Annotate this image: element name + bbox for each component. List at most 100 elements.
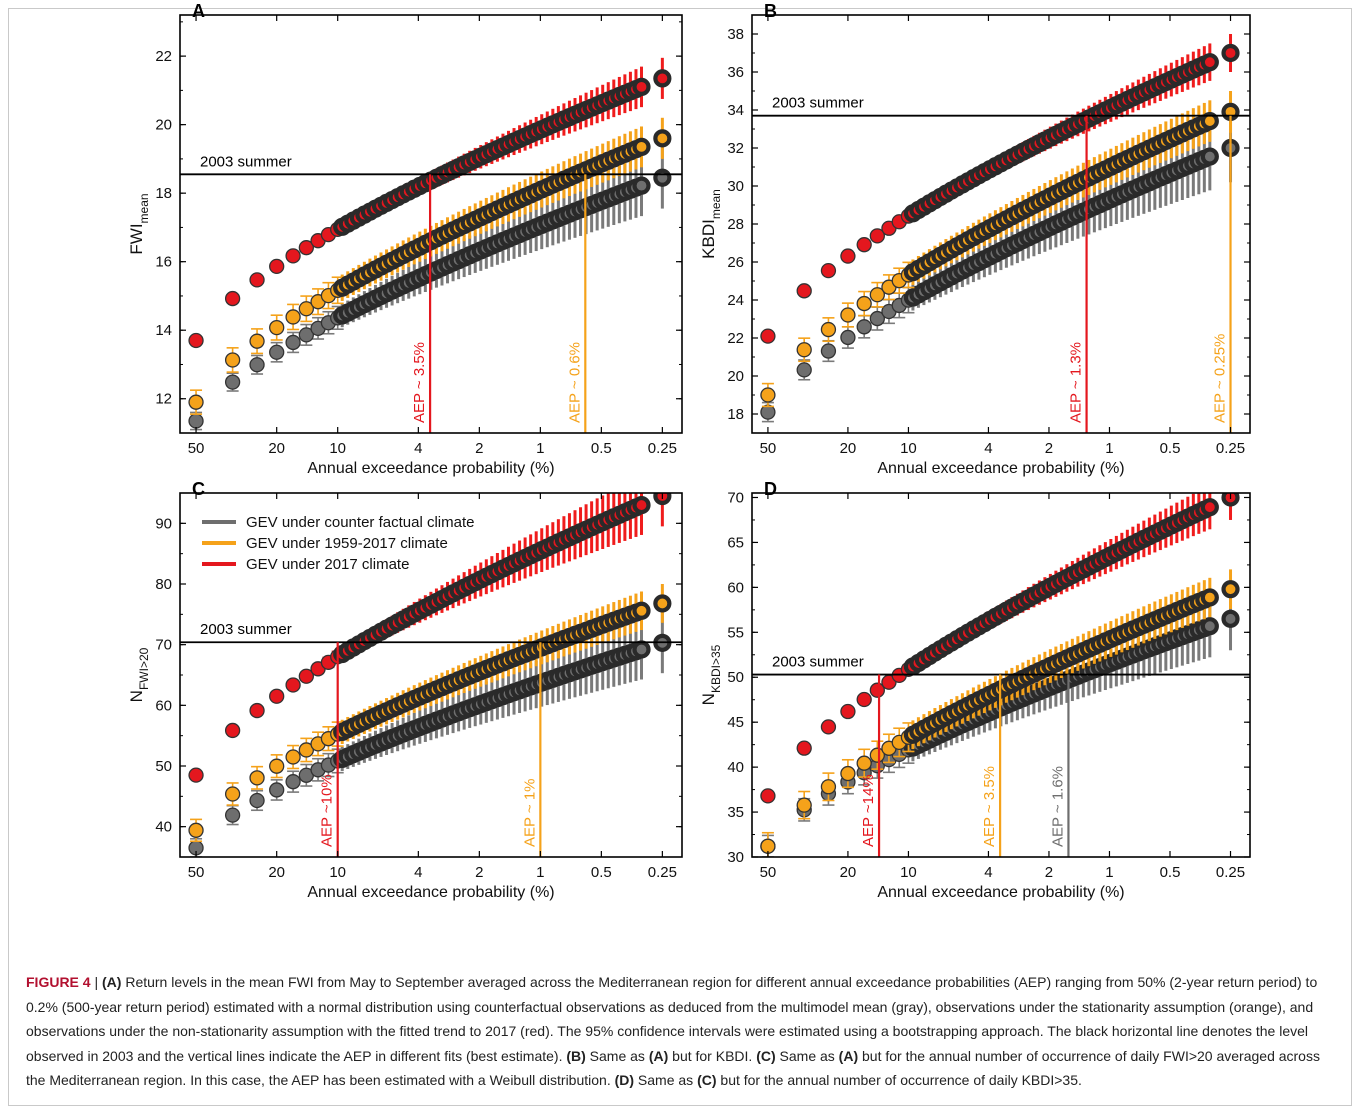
y-tick-label: 90: [155, 515, 172, 532]
plot-area: [760, 34, 1240, 423]
x-tick-label: 4: [414, 440, 422, 457]
caption-panel-ref: (C): [756, 1047, 776, 1064]
plot-area: [760, 493, 1240, 857]
series-gray: [188, 612, 672, 857]
data-point: [820, 262, 837, 279]
aep-label-red: AEP ~10%: [319, 774, 336, 847]
caption-panel-ref: (C): [697, 1072, 717, 1088]
data-point: [249, 770, 265, 786]
x-tick-label: 4: [984, 440, 992, 457]
series-red: [188, 57, 672, 349]
data-point: [269, 344, 285, 360]
x-tick-label: 50: [760, 440, 777, 457]
data-point: [1200, 53, 1219, 72]
data-point: [796, 362, 812, 378]
plot-area: [188, 493, 672, 857]
aep-label-red: AEP ~14%: [860, 774, 877, 847]
axes-frame: [179, 14, 683, 434]
data-point: [796, 740, 812, 756]
data-point: [856, 237, 872, 253]
y-tick-label: 80: [155, 576, 172, 593]
y-tick-label: 45: [727, 714, 744, 731]
y-tick-label: 28: [727, 216, 744, 233]
x-tick-label: 2: [1045, 864, 1053, 881]
reference-label: 2003 summer: [200, 153, 292, 170]
data-point: [269, 758, 285, 774]
data-point: [285, 248, 301, 264]
data-point: [653, 129, 672, 148]
y-tick-label: 14: [155, 322, 172, 339]
data-point: [856, 691, 872, 708]
data-point: [760, 404, 776, 420]
y-tick-label: 70: [727, 489, 744, 506]
data-point: [1200, 617, 1219, 636]
data-point: [224, 374, 241, 390]
data-point: [285, 774, 301, 790]
data-point: [869, 682, 885, 698]
data-point: [796, 283, 812, 299]
data-point: [760, 788, 776, 804]
data-point: [840, 329, 856, 346]
legend-label: GEV under 2017 climate: [246, 556, 409, 573]
data-point: [249, 333, 265, 349]
figure-frame: [8, 8, 1352, 1106]
reference-label: 2003 summer: [772, 95, 864, 112]
x-tick-label: 2: [475, 864, 483, 881]
data-point: [632, 495, 651, 515]
data-point: [632, 176, 651, 195]
panel-letter: A: [192, 1, 205, 21]
y-tick-label: 16: [155, 254, 172, 271]
caption-text: but for the annual number of occurrence …: [26, 1047, 1320, 1089]
data-point: [820, 719, 837, 735]
y-axis-label: KBDImean: [699, 189, 723, 259]
x-tick-label: 50: [188, 440, 205, 457]
caption-text: Same as: [634, 1072, 698, 1088]
data-point: [856, 319, 872, 335]
y-tick-label: 12: [155, 391, 172, 408]
y-axis-label: FWImean: [127, 193, 151, 254]
y-tick-label: 22: [727, 330, 744, 347]
data-point: [840, 307, 856, 323]
panel-d: 2003 summer AEP ~14% AEP ~ 3.5% AEP ~ 1.6% 3…: [699, 479, 1251, 901]
data-point: [869, 747, 885, 763]
y-tick-label: 32: [727, 140, 744, 157]
x-tick-label: 50: [760, 864, 777, 881]
data-point: [632, 640, 651, 659]
data-point: [285, 334, 301, 351]
x-tick-label: 4: [414, 864, 422, 881]
y-tick-label: 65: [727, 534, 744, 551]
data-point: [1200, 588, 1219, 607]
data-point: [632, 137, 651, 156]
caption-panel-ref: (D): [614, 1072, 635, 1088]
data-point: [224, 352, 241, 368]
data-point: [269, 782, 285, 798]
y-tick-label: 30: [727, 849, 744, 866]
y-tick-label: 55: [727, 624, 744, 641]
data-point: [298, 240, 314, 256]
y-tick-label: 18: [155, 185, 172, 202]
y-tick-label: 60: [155, 697, 172, 714]
caption-panel-ref: (B): [566, 1047, 586, 1064]
data-point: [820, 779, 837, 795]
y-axis-label-sub: mean: [709, 189, 723, 219]
series-red: [760, 493, 1240, 804]
data-point: [298, 327, 314, 343]
y-axis-label-main: FWI: [127, 223, 146, 254]
data-point: [653, 594, 672, 613]
panel-letter: B: [764, 1, 777, 21]
x-tick-label: 2: [1045, 440, 1053, 457]
series-orange: [760, 91, 1240, 408]
data-point: [298, 301, 314, 317]
data-point: [224, 290, 241, 307]
x-tick-label: 20: [840, 440, 857, 457]
data-point: [840, 248, 856, 264]
data-point: [249, 702, 265, 719]
series-orange: [188, 117, 672, 415]
series-red: [760, 34, 1240, 344]
caption-text: Same as: [775, 1047, 839, 1064]
legend-label: GEV under 1959-2017 climate: [246, 535, 448, 552]
caption-panel-ref: (A): [838, 1047, 859, 1064]
legend-label: GEV under counter factual climate: [246, 514, 474, 531]
x-tick-label: 0.5: [591, 864, 612, 881]
